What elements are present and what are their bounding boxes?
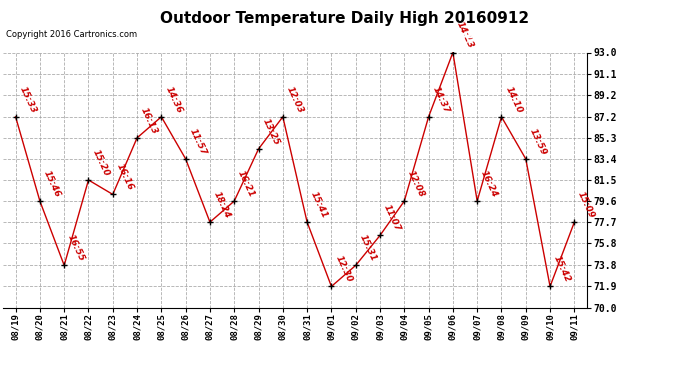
Text: 16:55: 16:55 xyxy=(66,233,86,263)
Text: 15:46: 15:46 xyxy=(42,169,62,199)
Text: 12:03: 12:03 xyxy=(285,85,305,115)
Text: 16:16: 16:16 xyxy=(115,162,135,192)
Text: 15:41: 15:41 xyxy=(309,190,329,220)
Text: 12:30: 12:30 xyxy=(333,255,353,284)
Text: 18:24: 18:24 xyxy=(212,190,232,220)
Text: 15:20: 15:20 xyxy=(90,148,110,178)
Text: 14:10: 14:10 xyxy=(504,85,524,115)
Text: 15:09: 15:09 xyxy=(576,190,597,220)
Text: 14:37: 14:37 xyxy=(431,85,451,115)
Text: 15:31: 15:31 xyxy=(357,233,378,263)
Text: Outdoor Temperature Daily High 20160912: Outdoor Temperature Daily High 20160912 xyxy=(161,11,529,26)
Text: 11:07: 11:07 xyxy=(382,204,402,233)
Text: Temperature  (°F): Temperature (°F) xyxy=(460,33,564,44)
Text: 15:33: 15:33 xyxy=(17,85,38,115)
Text: Copyright 2016 Cartronics.com: Copyright 2016 Cartronics.com xyxy=(6,30,137,39)
Text: 11:57: 11:57 xyxy=(188,127,208,157)
Text: 13:25: 13:25 xyxy=(261,117,281,147)
Text: 16:13: 16:13 xyxy=(139,106,159,136)
Text: 16:24: 16:24 xyxy=(479,169,500,199)
Text: 16:21: 16:21 xyxy=(236,169,257,199)
Text: 14:13: 14:13 xyxy=(455,21,475,50)
Text: 14:36: 14:36 xyxy=(164,85,184,115)
Text: 12:08: 12:08 xyxy=(406,169,426,199)
Text: 15:42: 15:42 xyxy=(552,255,572,284)
Text: 13:59: 13:59 xyxy=(528,127,548,157)
